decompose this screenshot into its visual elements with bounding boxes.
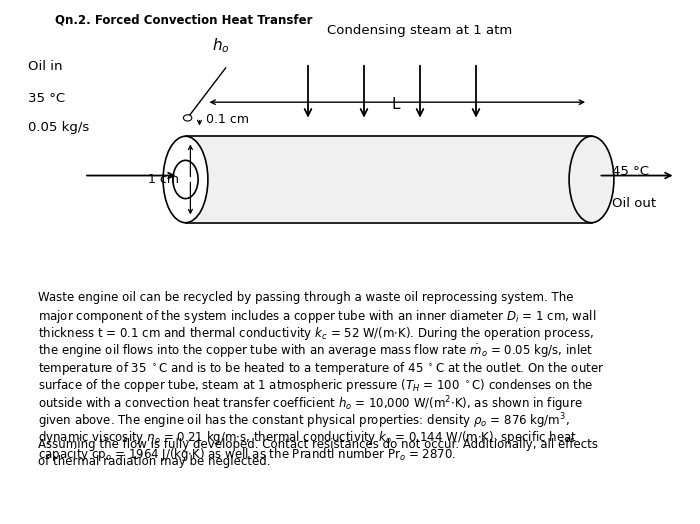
Text: capacity cp$_o$ = 1964 J/(kg$\cdot$K) as well as the Prandtl number Pr$_o$ = 287: capacity cp$_o$ = 1964 J/(kg$\cdot$K) as… xyxy=(38,446,457,463)
Text: Waste engine oil can be recycled by passing through a waste oil reprocessing sys: Waste engine oil can be recycled by pass… xyxy=(38,291,574,304)
Text: the engine oil flows into the copper tube with an average mass flow rate $\dot{m: the engine oil flows into the copper tub… xyxy=(38,343,594,360)
Text: outside with a convection heat transfer coefficient $h_o$ = 10,000 W/(m$^2$$\cdo: outside with a convection heat transfer … xyxy=(38,395,583,414)
Text: Assuming the flow is fully developed. Contact resistances do not occur. Addition: Assuming the flow is fully developed. Co… xyxy=(38,438,598,451)
Text: 35 °C: 35 °C xyxy=(28,92,65,105)
Text: thickness t = 0.1 cm and thermal conductivity $k_c$ = 52 W/(m$\cdot$K). During t: thickness t = 0.1 cm and thermal conduct… xyxy=(38,325,594,342)
Ellipse shape xyxy=(163,136,208,223)
Text: given above. The engine oil has the constant physical properties: density $\rho_: given above. The engine oil has the cons… xyxy=(38,412,570,431)
Text: 0.05 kg/s: 0.05 kg/s xyxy=(28,121,90,134)
Text: Qn.2. Forced Convection Heat Transfer: Qn.2. Forced Convection Heat Transfer xyxy=(55,13,312,26)
Text: 45 °C: 45 °C xyxy=(612,165,650,178)
Text: dynamic viscosity $\eta_o$ = 0.21 kg/m$\cdot$s, thermal conductivity $k_o$ = 0.1: dynamic viscosity $\eta_o$ = 0.21 kg/m$\… xyxy=(38,429,577,446)
Text: major component of the system includes a copper tube with an inner diameter $D_i: major component of the system includes a… xyxy=(38,308,597,325)
Text: Oil out: Oil out xyxy=(612,196,657,210)
Bar xyxy=(186,136,592,223)
Text: $h_o$: $h_o$ xyxy=(211,36,230,55)
Text: Condensing steam at 1 atm: Condensing steam at 1 atm xyxy=(328,24,512,37)
Ellipse shape xyxy=(569,136,614,223)
Text: temperature of 35 $^\circ$C and is to be heated to a temperature of 45 $^\circ$C: temperature of 35 $^\circ$C and is to be… xyxy=(38,360,605,377)
Text: of thermal radiation may be neglected.: of thermal radiation may be neglected. xyxy=(38,455,271,468)
Ellipse shape xyxy=(173,160,198,199)
Text: 1 cm: 1 cm xyxy=(148,173,178,186)
Circle shape xyxy=(183,115,192,121)
Text: surface of the copper tube, steam at 1 atmospheric pressure ($T_H$ = 100 $^\circ: surface of the copper tube, steam at 1 a… xyxy=(38,377,594,394)
Text: L: L xyxy=(391,97,400,112)
Text: Oil in: Oil in xyxy=(28,60,62,73)
Text: 0.1 cm: 0.1 cm xyxy=(206,113,249,126)
